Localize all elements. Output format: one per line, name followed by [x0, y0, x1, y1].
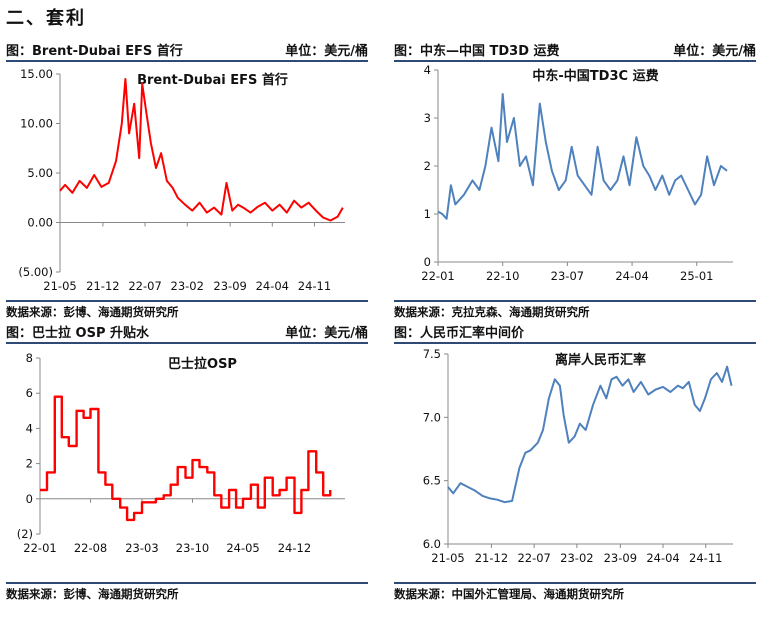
series-line: [447, 365, 733, 504]
chart-td3c-freight: 4 3 2 1 022-01 22-10 23-07 24-04 25-01 中东-中国TD3C …: [421, 63, 733, 283]
panel-source: 数据来源：彭博、海通期货研究所: [6, 582, 368, 604]
x-tick-label: 24-04: [615, 269, 648, 283]
panel-brent-dubai-efs: 图：Brent-Dubai EFS 首行 单位：美元/桶 15.00 10.00 5…: [0, 38, 370, 338]
panel-header: 图：中东—中国 TD3D 运费 单位：美元/桶: [394, 38, 756, 62]
y-tick-label: 7.0: [423, 410, 441, 424]
x-tick-label: 22-01: [23, 541, 56, 555]
panel-unit: 单位：美元/桶: [673, 43, 756, 59]
x-tick-label: 22-08: [74, 541, 107, 555]
chart-title: 离岸人民币汇率: [555, 352, 646, 368]
y-tick-label: 4: [424, 63, 431, 77]
chart-title: 中东-中国TD3C 运费: [532, 68, 658, 84]
chart-rmb-fx: 7.5 7.0 6.5 6.021-05 21-12 22-07 23-02 23-09 24-…: [423, 347, 733, 565]
series-line: [40, 395, 332, 522]
y-tick-label: 3: [424, 111, 431, 125]
x-tick-label: 24-11: [689, 551, 722, 565]
section-title: 二、套利: [6, 8, 86, 29]
y-tick-label: 10.00: [20, 117, 53, 131]
x-tick-label: 24-12: [278, 541, 311, 555]
x-tick-label: 22-07: [517, 551, 550, 565]
chart-title: 巴士拉OSP: [168, 356, 237, 372]
x-tick-label: 23-02: [560, 551, 593, 565]
panel-title: 图：中东—中国 TD3D 运费: [394, 43, 560, 59]
y-tick-label: (2): [17, 527, 33, 541]
series-line: [437, 93, 728, 220]
x-tick-label: 21-05: [43, 279, 76, 293]
chart-title: Brent-Dubai EFS 首行: [137, 72, 288, 88]
y-tick-label: 5.00: [27, 166, 53, 180]
x-tick-label: 24-05: [226, 541, 259, 555]
y-tick-label: (5.00): [18, 265, 53, 279]
x-tick-label: 25-01: [680, 269, 713, 283]
panel-source: 数据来源：彭博、海通期货研究所: [6, 300, 368, 322]
y-tick-label: 2: [424, 159, 431, 173]
panel-title: 图：巴士拉 OSP 升贴水: [6, 325, 149, 341]
y-tick-label: 4: [26, 421, 33, 435]
y-tick-label: 6.0: [423, 537, 441, 551]
x-tick-label: 21-12: [475, 551, 508, 565]
panel-title: 图：人民币汇率中间价: [394, 325, 525, 341]
chart-brent-dubai-efs: 15.00 10.00 5.00 0.00 (5.00)21-05 21-12 22-07 2…: [18, 67, 345, 293]
x-tick-label: 23-10: [176, 541, 209, 555]
x-tick-label: 23-02: [171, 279, 204, 293]
x-tick-label: 23-09: [604, 551, 637, 565]
x-tick-label: 23-09: [213, 279, 246, 293]
series-line: [59, 78, 344, 222]
panel-td3c-freight: 图：中东—中国 TD3D 运费 单位：美元/桶 4 3 2 1 0 22-01 22-10 2…: [388, 38, 758, 338]
panel-unit: 单位：美元/桶: [285, 325, 368, 341]
y-tick-label: 15.00: [20, 67, 53, 81]
x-tick-label: 23-03: [125, 541, 158, 555]
y-tick-label: 0: [424, 255, 431, 269]
x-tick-label: 24-04: [256, 279, 289, 293]
panel-header: 图：Brent-Dubai EFS 首行 单位：美元/桶: [6, 38, 368, 62]
panel-source: 数据来源：克拉克森、海通期货研究所: [394, 300, 756, 322]
x-tick-label: 22-07: [128, 279, 161, 293]
x-tick-label: 24-04: [646, 551, 679, 565]
panel-title: 图：Brent-Dubai EFS 首行: [6, 43, 183, 59]
panel-source: 数据来源：中国外汇管理局、海通期货研究所: [394, 582, 756, 604]
x-tick-label: 21-05: [431, 551, 464, 565]
y-tick-label: 8: [26, 351, 33, 365]
x-tick-label: 24-11: [298, 279, 331, 293]
panel-header: 图：人民币汇率中间价: [394, 320, 756, 344]
y-tick-label: 2: [26, 457, 33, 471]
panel-basrah-osp: 图：巴士拉 OSP 升贴水 单位：美元/桶 8 6 4 2 0 (2) 22-01 22-08…: [0, 320, 370, 620]
y-tick-label: 1: [424, 207, 431, 221]
y-tick-label: 6: [26, 386, 33, 400]
panel-header: 图：巴士拉 OSP 升贴水 单位：美元/桶: [6, 320, 368, 344]
y-tick-label: 7.5: [423, 347, 441, 361]
chart-basrah-osp: 8 6 4 2 0 (2)22-01 22-08 23-03 23-10 24-05 24-12 巴士…: [17, 351, 345, 555]
y-tick-label: 0: [26, 492, 33, 506]
x-tick-label: 22-10: [486, 269, 519, 283]
y-tick-label: 0.00: [27, 216, 53, 230]
x-tick-label: 21-12: [86, 279, 119, 293]
panel-rmb-fx: 图：人民币汇率中间价 7.5 7.0 6.5 6.0 21-05 21-12 22-07 23…: [388, 320, 758, 620]
panel-unit: 单位：美元/桶: [285, 43, 368, 59]
x-tick-label: 22-01: [421, 269, 454, 283]
x-tick-label: 23-07: [551, 269, 584, 283]
y-tick-label: 6.5: [423, 474, 441, 488]
